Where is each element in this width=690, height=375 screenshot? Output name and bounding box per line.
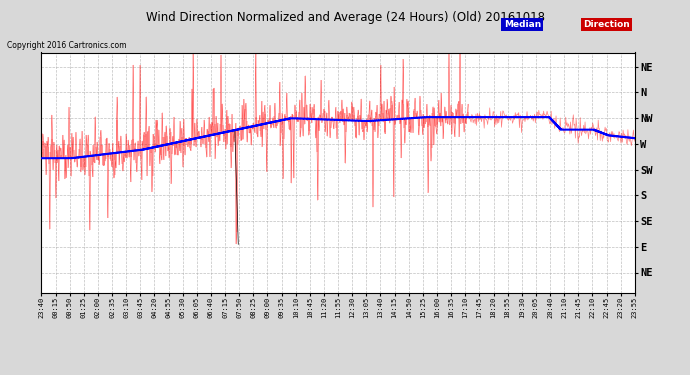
Text: Direction: Direction — [583, 20, 630, 29]
Text: Median: Median — [504, 20, 541, 29]
Text: Copyright 2016 Cartronics.com: Copyright 2016 Cartronics.com — [7, 41, 126, 50]
Text: Wind Direction Normalized and Average (24 Hours) (Old) 20161018: Wind Direction Normalized and Average (2… — [146, 11, 544, 24]
